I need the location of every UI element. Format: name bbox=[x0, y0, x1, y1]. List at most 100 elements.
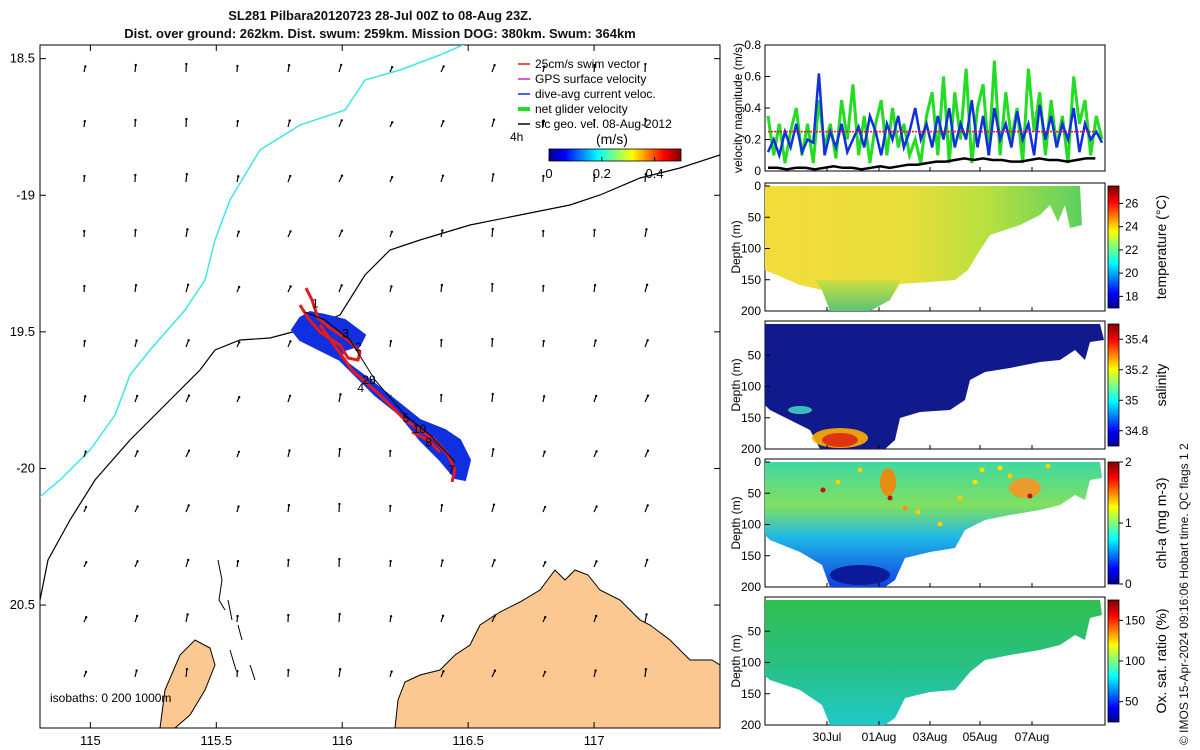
legend-entry: GPS surface velocity bbox=[535, 72, 646, 86]
colorbar-tick-label: 1 bbox=[1125, 516, 1132, 530]
colorbar-label: (m/s) bbox=[596, 131, 628, 147]
lon-tick-label: 115.5 bbox=[201, 733, 233, 748]
temperature-field bbox=[765, 186, 1082, 311]
chart-subtitle: Dist. over ground: 262km. Dist. swum: 25… bbox=[124, 26, 636, 41]
chl-dot bbox=[1027, 493, 1033, 499]
colorbar-tick-label: 26 bbox=[1125, 196, 1139, 210]
sfc-vel-arrow bbox=[491, 119, 495, 128]
sfc-vel-arrow bbox=[491, 449, 494, 458]
colorbar-tick-label: 50 bbox=[1125, 695, 1139, 709]
oxygen-ticks: 50 100 150 bbox=[1119, 613, 1145, 709]
sfc-vel-arrow bbox=[338, 614, 341, 623]
colorbar-tick-label: 0 bbox=[545, 166, 552, 181]
lon-tick-label: 116.5 bbox=[452, 733, 484, 748]
sfc-vel-arrow bbox=[185, 669, 188, 678]
lon-tick-label: 116 bbox=[332, 733, 353, 748]
colorbar-tick-label: 20 bbox=[1125, 266, 1139, 280]
oxygen-panel: 50 100 150 bbox=[764, 596, 1145, 726]
lat-tick-label: 18.5 bbox=[10, 51, 35, 66]
oxygen-colorbar bbox=[1107, 599, 1120, 723]
swim-vector-track bbox=[298, 287, 457, 483]
depth-tick-label: 200 bbox=[741, 442, 761, 456]
chl-dot bbox=[820, 487, 826, 493]
sfc-vel-arrow bbox=[491, 504, 495, 513]
sfc-vel-arrow bbox=[644, 229, 648, 238]
salinity-ticks: 34.8 35 35.2 35.4 bbox=[1119, 332, 1149, 438]
lon-tick-label: 115 bbox=[80, 733, 101, 748]
chlorophyll-colorbar bbox=[1107, 461, 1120, 585]
velocity-tick-label: 0.8 bbox=[744, 38, 761, 52]
surface-velocity-arrows bbox=[83, 62, 650, 678]
temperature-colorbar bbox=[1107, 185, 1120, 309]
legend-entry: dive-avg current veloc. bbox=[535, 87, 656, 101]
sfc-vel-arrow bbox=[185, 229, 189, 238]
sfc-vel-arrow bbox=[338, 669, 341, 678]
sfc-vel-arrow bbox=[644, 284, 648, 293]
sfc-vel-arrow bbox=[338, 449, 341, 458]
chl-dot bbox=[887, 495, 893, 501]
colorbar-tick-label: 0 bbox=[1125, 577, 1132, 591]
waypoint-label: 7 bbox=[448, 463, 455, 477]
glider-track bbox=[290, 287, 472, 483]
date-tick-label: 30Jul bbox=[813, 730, 842, 744]
salinity-max-patch bbox=[822, 433, 858, 447]
sfc-vel-arrow bbox=[338, 394, 342, 403]
depth-tick-label: 200 bbox=[741, 718, 761, 732]
velocity-tick-label: 0.2 bbox=[744, 133, 761, 147]
depth-tick-label: 100 bbox=[741, 380, 761, 394]
depth-tick-label: 0 bbox=[754, 455, 761, 469]
date-tick-label: 07Aug bbox=[1015, 730, 1050, 744]
colorbar-tick-label: 18 bbox=[1125, 289, 1139, 303]
salinity-clabel: salinity bbox=[1153, 364, 1169, 407]
legend-entry: net glider velocity bbox=[535, 102, 628, 116]
oxygen-clabel: Ox. sat. ratio (%) bbox=[1153, 608, 1169, 713]
net-velocity-track bbox=[304, 311, 456, 463]
sfc-vel-arrow bbox=[185, 614, 189, 623]
depth-tick-label: 50 bbox=[748, 624, 762, 638]
salinity-ylabel: Depth (m) bbox=[729, 358, 743, 411]
salinity-field bbox=[765, 324, 1104, 449]
date-tick-label: 01Aug bbox=[862, 730, 897, 744]
legend-entry: 25cm/s swim vector bbox=[535, 57, 640, 71]
chlorophyll-ticks: 0 1 2 bbox=[1119, 455, 1132, 591]
salinity-colorbar bbox=[1107, 323, 1120, 447]
chl-dot bbox=[997, 465, 1003, 471]
colorbar-tick-label: 150 bbox=[1125, 613, 1145, 627]
colorbar-tick-label: 0.2 bbox=[593, 166, 611, 181]
waypoint-label: 1 bbox=[312, 296, 319, 310]
chl-dot bbox=[902, 505, 908, 511]
sfc-vel-arrow bbox=[491, 65, 496, 73]
depth-tick-label: 50 bbox=[748, 210, 762, 224]
oxygen-field bbox=[765, 600, 1102, 725]
colorbar-tick-label: 22 bbox=[1125, 243, 1139, 257]
depth-tick-label: 150 bbox=[741, 273, 761, 287]
chl-dot bbox=[1007, 473, 1013, 479]
colorbar-tick-label: 35 bbox=[1125, 393, 1139, 407]
chl-dot bbox=[857, 467, 863, 473]
depth-tick-label: 200 bbox=[741, 304, 761, 318]
lat-tick-label: 19.5 bbox=[10, 324, 35, 339]
velocity-series-line bbox=[768, 157, 1096, 171]
sfc-vel-arrow bbox=[644, 174, 647, 183]
chlorophyll-dots bbox=[820, 463, 1051, 527]
island-land bbox=[159, 639, 216, 728]
velocity-axis-ticks: 0 0.2 0.4 0.6 0.8 bbox=[744, 38, 770, 178]
velocity-series bbox=[766, 60, 1104, 171]
depth-tick-label: 150 bbox=[741, 411, 761, 425]
velocity-ylabel: velocity magnitude (m/s) bbox=[731, 43, 745, 173]
isobath-1000m bbox=[40, 45, 465, 498]
coastline-land bbox=[394, 569, 720, 728]
lat-tick-label: -20 bbox=[16, 460, 35, 475]
legend-entry: sfc geo. vel. 08-Aug-2012 bbox=[535, 117, 672, 131]
colorbar-tick-label: 100 bbox=[1125, 654, 1145, 668]
velocity-panel: 0 0.2 0.4 0.6 0.8 velocity magnitude (m/s) bbox=[731, 38, 1106, 178]
legend-note: 4h bbox=[510, 130, 523, 144]
temperature-clabel: temperature (°C) bbox=[1153, 195, 1169, 299]
chlorophyll-clabel: chl-a (mg m-3) bbox=[1153, 477, 1169, 568]
temperature-ylabel: Depth (m) bbox=[729, 220, 743, 273]
depth-tick-label: 50 bbox=[748, 348, 762, 362]
sfc-vel-arrow bbox=[491, 229, 494, 238]
map-axis-ticks: 115 115.5 116 116.5 117 18.5 -19 19.5 -20 20.5 bbox=[10, 45, 720, 748]
